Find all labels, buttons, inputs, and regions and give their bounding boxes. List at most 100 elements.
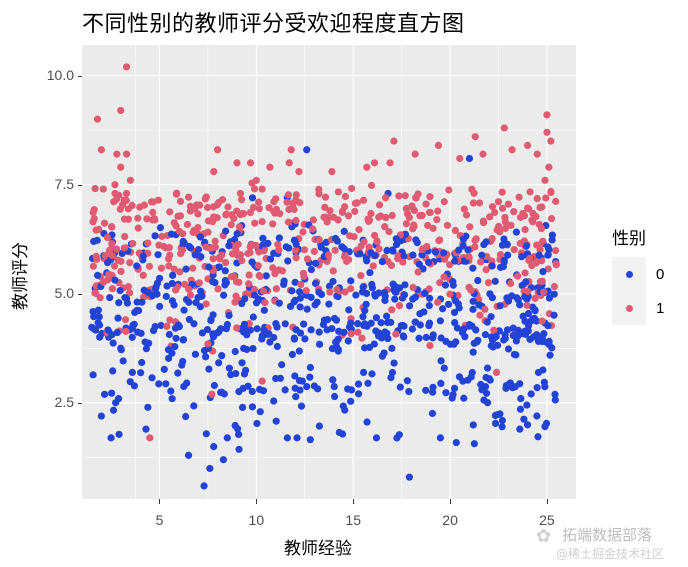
data-point (531, 294, 539, 302)
data-point (323, 326, 331, 334)
data-point (315, 288, 323, 296)
data-point (275, 299, 283, 307)
data-point (496, 263, 505, 271)
data-point (533, 241, 541, 249)
data-point (486, 213, 494, 221)
data-point (222, 211, 230, 219)
data-point (185, 242, 193, 251)
data-point (198, 292, 206, 300)
data-point (302, 287, 310, 295)
x-tick-mark (256, 499, 258, 504)
data-point (96, 294, 104, 302)
data-point (101, 252, 109, 260)
data-point (479, 150, 487, 158)
data-point (326, 207, 334, 215)
data-point (191, 350, 200, 358)
data-point (204, 228, 212, 236)
data-point (276, 210, 284, 218)
data-point (328, 345, 337, 353)
data-point (293, 434, 301, 442)
data-point (297, 280, 305, 289)
data-point (109, 367, 117, 375)
data-point (117, 257, 125, 265)
data-point (501, 224, 509, 233)
data-point (421, 289, 429, 297)
data-point (514, 272, 522, 280)
data-point (488, 262, 496, 270)
data-point (548, 231, 556, 239)
data-point (214, 285, 222, 293)
data-point (90, 313, 98, 321)
data-point (194, 210, 202, 218)
data-point (154, 251, 162, 259)
data-point (381, 194, 390, 202)
data-point (259, 287, 268, 295)
data-point (546, 351, 554, 359)
data-point (531, 307, 539, 315)
data-point (469, 264, 477, 272)
data-point (478, 251, 486, 259)
data-point (434, 298, 442, 306)
data-point (468, 322, 476, 330)
data-point (206, 464, 214, 473)
y-tick-mark (78, 293, 82, 295)
data-point (425, 319, 434, 327)
data-point (190, 402, 198, 410)
data-point (408, 325, 417, 333)
data-point (455, 304, 463, 312)
data-point (544, 243, 552, 251)
data-point (502, 382, 510, 390)
data-point (194, 246, 203, 254)
data-point (505, 297, 513, 305)
data-point (254, 262, 262, 270)
data-point (303, 382, 311, 391)
data-point (377, 212, 385, 220)
data-point (415, 260, 423, 268)
data-point (250, 291, 259, 299)
data-point (141, 338, 149, 346)
data-point (248, 194, 257, 202)
data-point (215, 359, 223, 367)
data-point (355, 226, 363, 234)
data-point (112, 195, 121, 203)
y-tick-label: 7.5 (54, 175, 74, 192)
data-point (115, 430, 123, 438)
data-point (488, 234, 496, 243)
data-point (209, 333, 218, 341)
data-point (507, 279, 515, 288)
data-point (332, 316, 341, 324)
data-point (270, 333, 278, 342)
data-point (309, 225, 317, 233)
data-point (494, 198, 503, 206)
data-point (367, 181, 376, 190)
data-point (245, 271, 253, 279)
data-point (112, 245, 121, 253)
data-point (330, 382, 338, 391)
data-point (498, 416, 506, 425)
data-point (357, 271, 365, 280)
data-point (396, 383, 404, 391)
data-point (174, 369, 182, 377)
data-point (179, 357, 187, 366)
data-point (106, 293, 114, 302)
data-point (285, 159, 293, 167)
data-point (401, 281, 409, 289)
data-point (236, 189, 245, 198)
data-point (503, 326, 512, 334)
data-point (185, 298, 193, 306)
data-point (278, 267, 286, 275)
data-point (541, 176, 549, 184)
data-point (214, 146, 222, 154)
data-point (108, 331, 116, 339)
data-point (209, 203, 217, 211)
data-point (190, 320, 198, 328)
data-point (375, 245, 383, 253)
data-point (551, 246, 560, 255)
data-point (108, 285, 117, 293)
data-point (109, 339, 117, 347)
data-point (412, 194, 420, 202)
data-point (425, 285, 433, 293)
data-point (368, 370, 376, 378)
data-point (347, 386, 356, 394)
data-point (163, 322, 171, 330)
